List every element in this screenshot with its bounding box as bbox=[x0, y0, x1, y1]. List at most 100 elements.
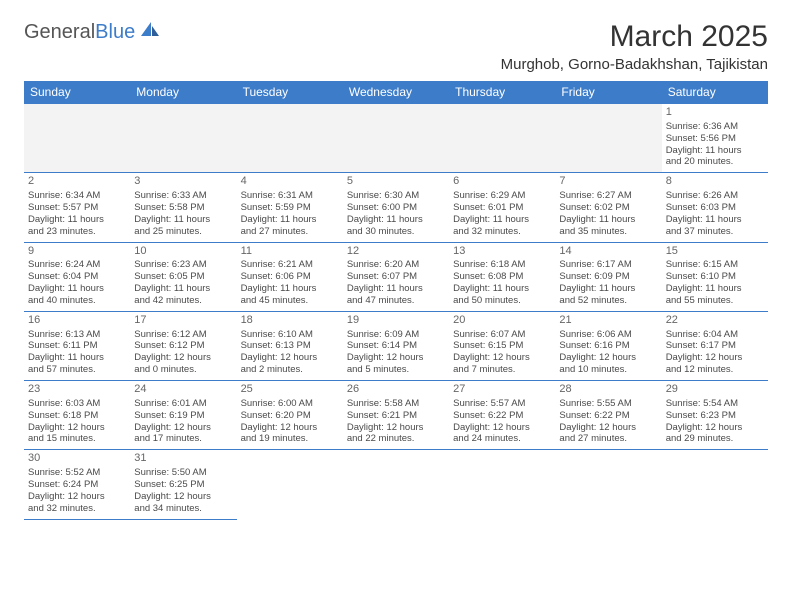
calendar-table: SundayMondayTuesdayWednesdayThursdayFrid… bbox=[24, 81, 768, 520]
day-number: 11 bbox=[241, 245, 339, 259]
calendar-cell bbox=[237, 450, 343, 519]
daylight-text: Daylight: 12 hours bbox=[134, 422, 232, 434]
day-number: 24 bbox=[134, 383, 232, 397]
calendar-cell: 28Sunrise: 5:55 AMSunset: 6:22 PMDayligh… bbox=[555, 381, 661, 450]
daylight-text: Daylight: 11 hours bbox=[347, 214, 445, 226]
daylight-text: and 12 minutes. bbox=[666, 364, 764, 376]
daylight-text: Daylight: 12 hours bbox=[28, 422, 126, 434]
sunrise-text: Sunrise: 6:21 AM bbox=[241, 259, 339, 271]
daylight-text: and 45 minutes. bbox=[241, 295, 339, 307]
logo-text-1: General bbox=[24, 21, 95, 44]
day-number: 30 bbox=[28, 452, 126, 466]
day-number: 13 bbox=[453, 245, 551, 259]
day-number: 26 bbox=[347, 383, 445, 397]
day-number: 28 bbox=[559, 383, 657, 397]
calendar-cell: 11Sunrise: 6:21 AMSunset: 6:06 PMDayligh… bbox=[237, 242, 343, 311]
calendar-cell bbox=[662, 450, 768, 519]
sail-icon bbox=[139, 20, 161, 44]
sunrise-text: Sunrise: 5:50 AM bbox=[134, 467, 232, 479]
day-number: 7 bbox=[559, 175, 657, 189]
sunrise-text: Sunrise: 5:58 AM bbox=[347, 398, 445, 410]
calendar-cell: 24Sunrise: 6:01 AMSunset: 6:19 PMDayligh… bbox=[130, 381, 236, 450]
daylight-text: and 24 minutes. bbox=[453, 433, 551, 445]
sunset-text: Sunset: 6:08 PM bbox=[453, 271, 551, 283]
daylight-text: Daylight: 11 hours bbox=[241, 214, 339, 226]
calendar-cell: 18Sunrise: 6:10 AMSunset: 6:13 PMDayligh… bbox=[237, 311, 343, 380]
sunset-text: Sunset: 6:20 PM bbox=[241, 410, 339, 422]
daylight-text: and 55 minutes. bbox=[666, 295, 764, 307]
calendar-cell: 5Sunrise: 6:30 AMSunset: 6:00 PMDaylight… bbox=[343, 173, 449, 242]
sunset-text: Sunset: 6:16 PM bbox=[559, 340, 657, 352]
calendar-cell bbox=[130, 104, 236, 173]
title-block: March 2025 Murghob, Gorno-Badakhshan, Ta… bbox=[501, 20, 768, 73]
sunrise-text: Sunrise: 6:24 AM bbox=[28, 259, 126, 271]
daylight-text: Daylight: 11 hours bbox=[666, 145, 764, 157]
month-title: March 2025 bbox=[501, 20, 768, 54]
sunset-text: Sunset: 6:19 PM bbox=[134, 410, 232, 422]
day-number: 3 bbox=[134, 175, 232, 189]
weekday-header-row: SundayMondayTuesdayWednesdayThursdayFrid… bbox=[24, 81, 768, 104]
sunset-text: Sunset: 5:57 PM bbox=[28, 202, 126, 214]
daylight-text: Daylight: 12 hours bbox=[241, 422, 339, 434]
calendar-cell: 9Sunrise: 6:24 AMSunset: 6:04 PMDaylight… bbox=[24, 242, 130, 311]
sunset-text: Sunset: 6:25 PM bbox=[134, 479, 232, 491]
calendar-cell: 23Sunrise: 6:03 AMSunset: 6:18 PMDayligh… bbox=[24, 381, 130, 450]
daylight-text: and 15 minutes. bbox=[28, 433, 126, 445]
sunrise-text: Sunrise: 5:52 AM bbox=[28, 467, 126, 479]
calendar-cell: 15Sunrise: 6:15 AMSunset: 6:10 PMDayligh… bbox=[662, 242, 768, 311]
day-number: 1 bbox=[666, 106, 764, 120]
daylight-text: and 27 minutes. bbox=[559, 433, 657, 445]
calendar-cell: 21Sunrise: 6:06 AMSunset: 6:16 PMDayligh… bbox=[555, 311, 661, 380]
daylight-text: Daylight: 12 hours bbox=[453, 422, 551, 434]
weekday-header: Tuesday bbox=[237, 81, 343, 104]
sunset-text: Sunset: 6:15 PM bbox=[453, 340, 551, 352]
sunrise-text: Sunrise: 6:36 AM bbox=[666, 121, 764, 133]
calendar-cell: 25Sunrise: 6:00 AMSunset: 6:20 PMDayligh… bbox=[237, 381, 343, 450]
sunset-text: Sunset: 6:03 PM bbox=[666, 202, 764, 214]
sunrise-text: Sunrise: 5:54 AM bbox=[666, 398, 764, 410]
weekday-header: Wednesday bbox=[343, 81, 449, 104]
calendar-row: 16Sunrise: 6:13 AMSunset: 6:11 PMDayligh… bbox=[24, 311, 768, 380]
logo: GeneralBlue bbox=[24, 20, 161, 44]
day-number: 27 bbox=[453, 383, 551, 397]
day-number: 25 bbox=[241, 383, 339, 397]
day-number: 5 bbox=[347, 175, 445, 189]
calendar-cell: 8Sunrise: 6:26 AMSunset: 6:03 PMDaylight… bbox=[662, 173, 768, 242]
calendar-row: 30Sunrise: 5:52 AMSunset: 6:24 PMDayligh… bbox=[24, 450, 768, 519]
calendar-cell: 14Sunrise: 6:17 AMSunset: 6:09 PMDayligh… bbox=[555, 242, 661, 311]
daylight-text: Daylight: 11 hours bbox=[347, 283, 445, 295]
calendar-cell bbox=[555, 104, 661, 173]
sunrise-text: Sunrise: 6:13 AM bbox=[28, 329, 126, 341]
sunset-text: Sunset: 6:10 PM bbox=[666, 271, 764, 283]
daylight-text: Daylight: 11 hours bbox=[241, 283, 339, 295]
sunrise-text: Sunrise: 6:23 AM bbox=[134, 259, 232, 271]
calendar-cell bbox=[449, 450, 555, 519]
sunset-text: Sunset: 6:14 PM bbox=[347, 340, 445, 352]
day-number: 20 bbox=[453, 314, 551, 328]
sunset-text: Sunset: 6:00 PM bbox=[347, 202, 445, 214]
daylight-text: and 30 minutes. bbox=[347, 226, 445, 238]
sunrise-text: Sunrise: 6:15 AM bbox=[666, 259, 764, 271]
calendar-cell: 6Sunrise: 6:29 AMSunset: 6:01 PMDaylight… bbox=[449, 173, 555, 242]
calendar-cell: 17Sunrise: 6:12 AMSunset: 6:12 PMDayligh… bbox=[130, 311, 236, 380]
daylight-text: Daylight: 12 hours bbox=[559, 422, 657, 434]
sunrise-text: Sunrise: 6:07 AM bbox=[453, 329, 551, 341]
sunrise-text: Sunrise: 6:29 AM bbox=[453, 190, 551, 202]
weekday-header: Friday bbox=[555, 81, 661, 104]
calendar-cell bbox=[343, 104, 449, 173]
sunset-text: Sunset: 6:05 PM bbox=[134, 271, 232, 283]
daylight-text: Daylight: 12 hours bbox=[134, 491, 232, 503]
sunset-text: Sunset: 6:12 PM bbox=[134, 340, 232, 352]
daylight-text: and 32 minutes. bbox=[453, 226, 551, 238]
daylight-text: Daylight: 11 hours bbox=[28, 283, 126, 295]
weekday-header: Monday bbox=[130, 81, 236, 104]
sunrise-text: Sunrise: 6:18 AM bbox=[453, 259, 551, 271]
weekday-header: Saturday bbox=[662, 81, 768, 104]
day-number: 12 bbox=[347, 245, 445, 259]
sunset-text: Sunset: 6:04 PM bbox=[28, 271, 126, 283]
calendar-cell bbox=[449, 104, 555, 173]
sunset-text: Sunset: 6:17 PM bbox=[666, 340, 764, 352]
daylight-text: Daylight: 11 hours bbox=[666, 283, 764, 295]
sunset-text: Sunset: 5:59 PM bbox=[241, 202, 339, 214]
sunrise-text: Sunrise: 6:26 AM bbox=[666, 190, 764, 202]
